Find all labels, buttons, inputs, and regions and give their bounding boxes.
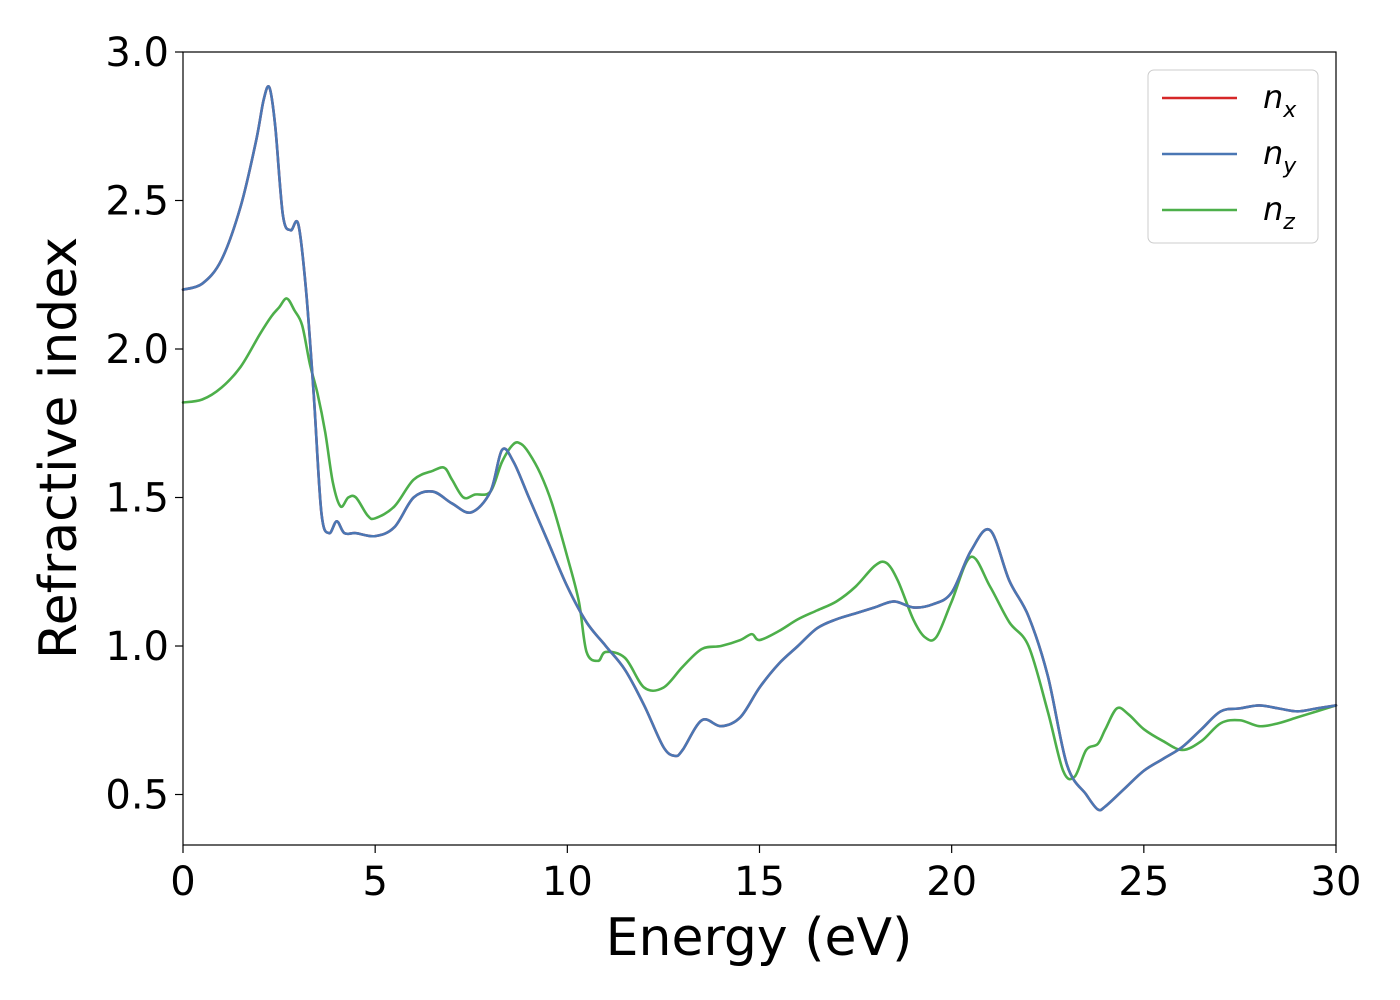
- series-layer: [181, 85, 1338, 812]
- x-axis: 0 5 10 15 20 25 30: [170, 845, 1361, 905]
- plot-area: [183, 52, 1336, 845]
- legend-label-nx: nx: [1263, 78, 1297, 123]
- y-tick-label: 1.5: [105, 476, 169, 522]
- legend-label-base: n: [1263, 78, 1283, 116]
- x-tick-label: 20: [926, 859, 977, 905]
- legend-label-subscript: x: [1282, 98, 1297, 123]
- legend-label-subscript: z: [1282, 210, 1295, 235]
- legend-label-subscript: y: [1282, 154, 1297, 179]
- series-line-nz: [181, 297, 1338, 781]
- y-tick-label: 1.0: [105, 624, 169, 670]
- y-tick-label: 2.5: [105, 179, 169, 225]
- x-tick-label: 0: [170, 859, 195, 905]
- x-tick-label: 10: [542, 859, 593, 905]
- legend-box: [1147, 69, 1319, 244]
- y-axis-title: Refractive index: [29, 237, 89, 659]
- x-tick-label: 30: [1311, 859, 1362, 905]
- y-tick-label: 0.5: [105, 773, 169, 819]
- y-tick-label: 2.0: [105, 327, 169, 373]
- y-axis: 0.5 1.0 1.5 2.0 2.5 3.0: [105, 30, 183, 819]
- legend-label-base: n: [1263, 134, 1283, 172]
- y-tick-label: 3.0: [105, 30, 169, 76]
- legend-label-base: n: [1263, 190, 1283, 228]
- x-tick-label: 25: [1118, 859, 1169, 905]
- series-line-ny: [181, 85, 1338, 812]
- legend-label-nz: nz: [1263, 190, 1295, 235]
- x-axis-title: Energy (eV): [606, 908, 913, 968]
- legend-label-ny: ny: [1263, 134, 1297, 179]
- x-tick-label: 5: [362, 859, 387, 905]
- x-tick-label: 15: [734, 859, 785, 905]
